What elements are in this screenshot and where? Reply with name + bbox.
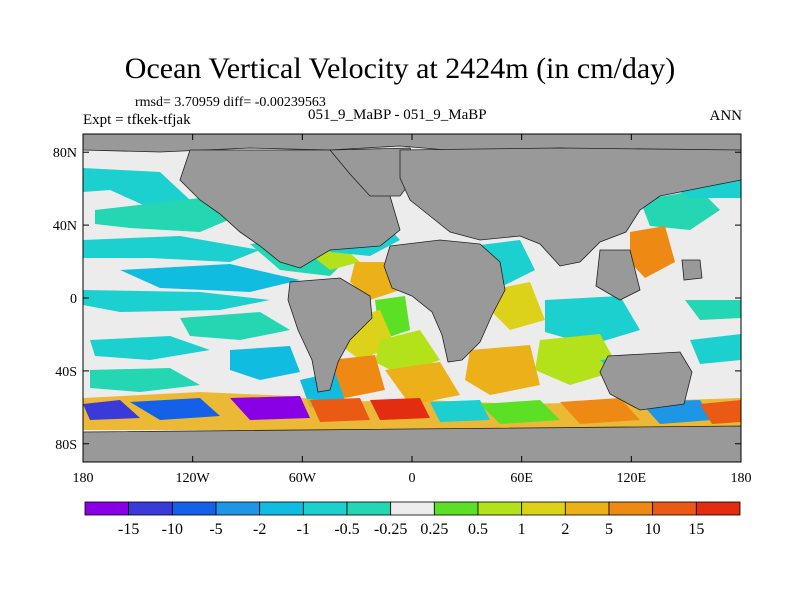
lon-tick-label: 60W: [289, 471, 317, 486]
colorbar-label: -5: [209, 521, 222, 538]
colorbar-label: 10: [645, 521, 661, 538]
lon-tick-label: 120W: [176, 471, 211, 486]
patch-io-4: [535, 334, 620, 385]
patch-so-7: [480, 400, 560, 424]
patch-eqpac-1: [120, 264, 300, 292]
patch-so-2: [130, 398, 220, 420]
patch-wpac-1: [640, 190, 720, 230]
patch-so-1: [83, 400, 140, 420]
colorbar-swatch: [346, 501, 392, 516]
lat-tick-label: 0: [70, 292, 77, 307]
patch-io-3: [545, 296, 640, 345]
comparison-label: 051_9_MaBP - 051_9_MaBP: [308, 107, 487, 123]
patch-spac-3: [230, 346, 300, 380]
lat-tick-label: 40S: [55, 365, 77, 380]
colorbar-label: -2: [253, 521, 266, 538]
period-label: ANN: [709, 108, 743, 124]
land-australia: [599, 351, 693, 411]
land-masses: [83, 134, 741, 462]
lon-tick-label: 60E: [510, 471, 533, 486]
colorbar-label: 2: [561, 521, 569, 538]
colorbar-label: 1: [518, 521, 526, 538]
colorbar-label: -0.5: [334, 521, 359, 538]
patch-so-4: [310, 398, 370, 422]
colorbar-swatch: [215, 501, 261, 516]
colorbar-swatch: [302, 501, 348, 516]
patch-so-10: [700, 400, 741, 424]
colorbar-swatch: [128, 501, 173, 516]
colorbar-swatch: [652, 501, 697, 516]
colorbar-label: 0.25: [420, 521, 448, 538]
patch-so-8: [560, 398, 640, 424]
patch-io-5: [465, 345, 540, 395]
lat-tick-label: 80N: [53, 146, 77, 161]
patch-wpac-5: [690, 334, 741, 364]
lon-tick-label: 180: [731, 471, 752, 486]
chart-title: Ocean Vertical Velocity at 2424m (in cm/…: [124, 52, 676, 85]
patch-npac-3: [83, 236, 260, 262]
colorbar-swatch: [171, 501, 217, 516]
colorbar-swatch: [608, 501, 654, 516]
patch-so-5: [370, 398, 430, 420]
lon-tick-label: 0: [409, 471, 416, 486]
land-eurasia: [399, 147, 741, 267]
land-antarctica: [83, 425, 741, 462]
land-south-america: [287, 277, 373, 393]
land-island: [681, 259, 703, 281]
patch-so-6: [430, 400, 490, 422]
colorbar-swatch: [695, 501, 741, 516]
patch-spac-4: [90, 368, 200, 392]
colorbar-swatch: [84, 501, 130, 516]
colorbar-label: -0.25: [374, 521, 407, 538]
patch-eqpac-2: [83, 290, 270, 312]
land-africa: [383, 239, 506, 363]
colorbar-label: -1: [297, 521, 310, 538]
lon-tick-label: 120E: [617, 471, 647, 486]
lat-tick-label: 40N: [53, 219, 77, 234]
land-greenland: [329, 147, 421, 197]
colorbar-swatch: [521, 501, 566, 516]
patch-spac-1: [180, 312, 290, 340]
colorbar-swatch: [477, 501, 523, 516]
colorbar-label: 0.5: [468, 521, 488, 538]
patch-spac-2: [90, 336, 210, 360]
patch-npac-1: [83, 168, 190, 208]
land-arctic: [83, 134, 741, 153]
lat-tick-label: 80S: [55, 438, 77, 453]
colorbar-swatch: [564, 501, 610, 516]
stats-text: rmsd= 3.70959 diff= -0.00239563: [135, 95, 326, 110]
colorbar-swatch: [259, 501, 304, 516]
patch-satl-5: [385, 362, 460, 405]
land-seasia: [595, 249, 641, 301]
colorbar-label: -10: [162, 521, 183, 538]
lon-tick-label: 180: [73, 471, 94, 486]
patch-so-3: [230, 396, 310, 420]
colorbar-swatch: [433, 501, 479, 516]
colorbar-label: -15: [118, 521, 139, 538]
colorbar-label: 5: [605, 521, 613, 538]
experiment-label: Expt = tfkek-tfjak: [83, 112, 191, 128]
patch-npac-2: [95, 198, 240, 232]
patch-wpac-4: [685, 300, 741, 320]
colorbar-label: 15: [688, 521, 704, 538]
patch-wpac-2: [630, 226, 675, 278]
patch-io-2: [490, 282, 545, 330]
patch-satl-3: [375, 330, 440, 375]
colorbar-swatch: [390, 501, 435, 516]
